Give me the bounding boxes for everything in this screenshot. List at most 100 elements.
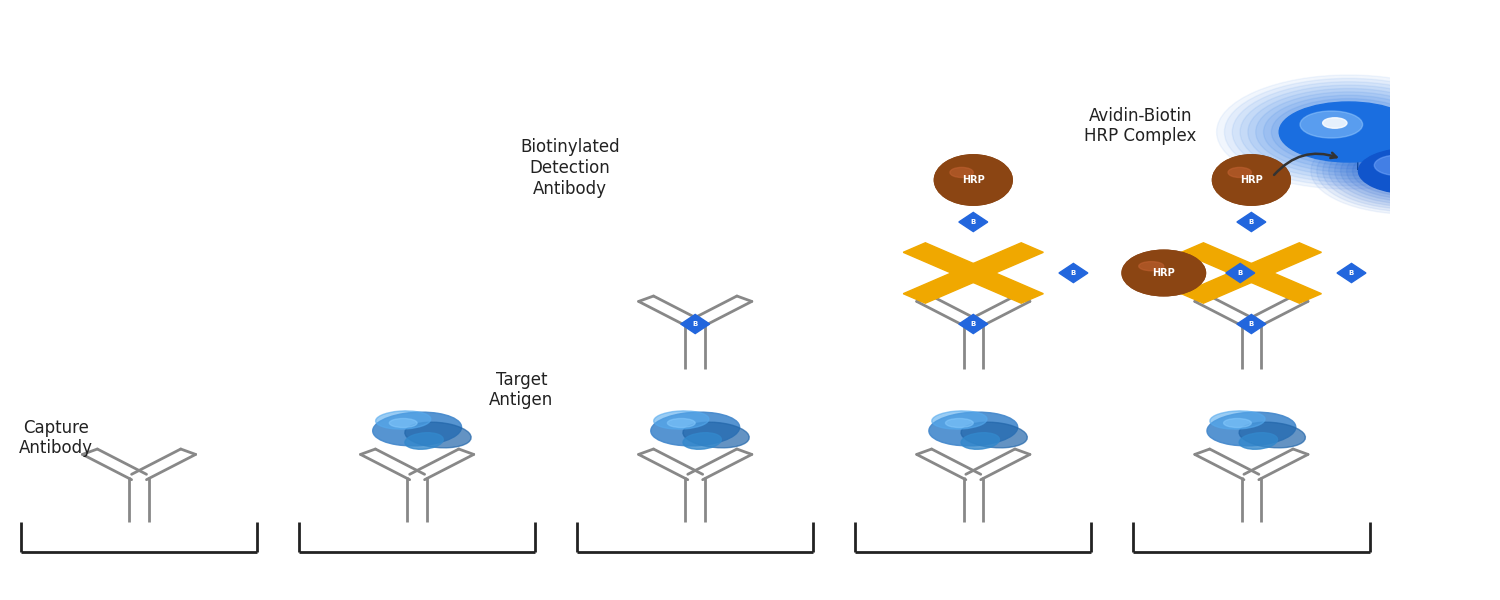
Polygon shape [1238, 314, 1266, 334]
Text: A: A [928, 269, 934, 277]
Ellipse shape [1131, 255, 1197, 291]
Ellipse shape [1272, 98, 1426, 166]
Ellipse shape [1233, 82, 1466, 182]
Ellipse shape [945, 419, 974, 427]
Text: B: B [970, 219, 976, 225]
Ellipse shape [1224, 419, 1251, 427]
Text: B: B [1071, 270, 1076, 276]
Ellipse shape [1263, 95, 1434, 169]
Ellipse shape [1434, 268, 1450, 278]
Ellipse shape [932, 411, 987, 429]
Ellipse shape [962, 433, 999, 449]
Ellipse shape [1220, 160, 1282, 200]
Text: B: B [1250, 321, 1254, 327]
Ellipse shape [1212, 155, 1290, 205]
Text: B: B [1290, 269, 1296, 277]
Text: B: B [1250, 219, 1254, 225]
Polygon shape [958, 314, 988, 334]
Ellipse shape [1256, 92, 1442, 172]
Ellipse shape [1148, 264, 1180, 282]
Text: B: B [1238, 270, 1244, 276]
Ellipse shape [1374, 155, 1422, 176]
Ellipse shape [1228, 167, 1251, 178]
Ellipse shape [934, 155, 1013, 205]
Ellipse shape [682, 433, 722, 449]
Ellipse shape [1210, 411, 1264, 429]
Text: B: B [970, 252, 976, 261]
Ellipse shape [1212, 155, 1290, 205]
Ellipse shape [962, 422, 1028, 448]
Ellipse shape [375, 411, 430, 429]
Ellipse shape [1122, 250, 1206, 296]
Ellipse shape [1359, 148, 1464, 194]
Ellipse shape [1323, 133, 1500, 209]
Text: B: B [1348, 270, 1354, 276]
Polygon shape [903, 243, 1044, 303]
Ellipse shape [654, 411, 710, 429]
Ellipse shape [1392, 160, 1410, 168]
Ellipse shape [682, 422, 748, 448]
Ellipse shape [1228, 165, 1275, 195]
Ellipse shape [1400, 250, 1484, 296]
Text: Biotinylated
Detection
Antibody: Biotinylated Detection Antibody [520, 138, 620, 198]
Polygon shape [1059, 263, 1088, 283]
Ellipse shape [1300, 111, 1362, 138]
Ellipse shape [1317, 130, 1500, 212]
Polygon shape [1336, 263, 1366, 283]
Ellipse shape [1155, 268, 1172, 278]
Text: Capture
Antibody: Capture Antibody [18, 419, 93, 457]
Polygon shape [1182, 243, 1322, 303]
Ellipse shape [1425, 264, 1458, 282]
Text: Avidin-Biotin
HRP Complex: Avidin-Biotin HRP Complex [1084, 107, 1197, 145]
Ellipse shape [1239, 433, 1278, 449]
Polygon shape [1226, 263, 1254, 283]
Ellipse shape [1216, 75, 1480, 189]
Text: B: B [693, 321, 698, 327]
Ellipse shape [1400, 250, 1484, 296]
Ellipse shape [1239, 422, 1305, 448]
Text: B: B [1248, 286, 1254, 295]
Ellipse shape [1311, 128, 1500, 214]
Ellipse shape [1138, 262, 1164, 271]
Ellipse shape [1224, 79, 1473, 185]
Ellipse shape [957, 170, 988, 190]
Ellipse shape [1248, 89, 1449, 176]
Ellipse shape [1323, 118, 1347, 128]
Ellipse shape [1347, 143, 1476, 199]
Ellipse shape [1138, 259, 1190, 287]
Ellipse shape [1208, 412, 1296, 446]
Text: HRP: HRP [1152, 268, 1174, 278]
Text: Target
Antigen: Target Antigen [489, 371, 554, 409]
Ellipse shape [1408, 255, 1474, 291]
Ellipse shape [1280, 102, 1418, 162]
Text: B: B [1013, 269, 1019, 277]
Text: HRP: HRP [1240, 175, 1263, 185]
Polygon shape [958, 212, 988, 232]
Text: A: A [1206, 269, 1212, 277]
Ellipse shape [1418, 259, 1467, 287]
Polygon shape [1182, 243, 1322, 303]
Ellipse shape [390, 419, 417, 427]
Ellipse shape [1329, 136, 1494, 206]
Text: B: B [970, 286, 976, 295]
Ellipse shape [651, 412, 740, 446]
Ellipse shape [1244, 175, 1258, 185]
Ellipse shape [950, 165, 996, 195]
Ellipse shape [1122, 250, 1206, 296]
Ellipse shape [1335, 138, 1488, 204]
Ellipse shape [1240, 85, 1458, 179]
Text: HRP: HRP [962, 175, 984, 185]
Text: HRP: HRP [1431, 268, 1454, 278]
Ellipse shape [966, 175, 981, 185]
Text: B: B [970, 321, 976, 327]
Ellipse shape [405, 422, 471, 448]
Polygon shape [903, 243, 1044, 303]
Ellipse shape [928, 412, 1017, 446]
Ellipse shape [1236, 170, 1268, 190]
Ellipse shape [1418, 262, 1442, 271]
Polygon shape [1238, 212, 1266, 232]
Ellipse shape [934, 155, 1013, 205]
Ellipse shape [668, 419, 694, 427]
Polygon shape [681, 314, 710, 334]
Ellipse shape [1353, 146, 1470, 196]
